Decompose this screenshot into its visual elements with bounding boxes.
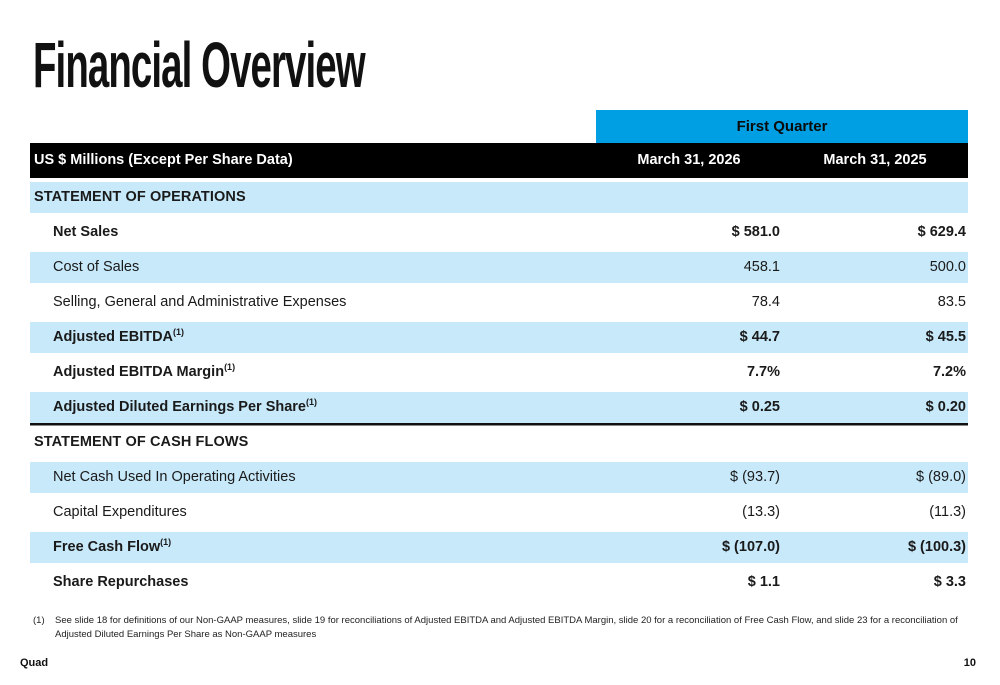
column-header-2025: March 31, 2025 <box>823 152 927 168</box>
row-value: $ 581.0 <box>731 224 780 240</box>
section-heading: STATEMENT OF CASH FLOWS <box>30 427 968 458</box>
page-title: Financial Overview <box>33 29 366 101</box>
row-value: (13.3) <box>742 504 780 520</box>
footnote-reference: (1) <box>224 362 236 373</box>
table-row: Adjusted Diluted Earnings Per Share(1) $ … <box>30 392 968 423</box>
table-header-row: US $ Millions (Except Per Share Data) Ma… <box>30 143 968 178</box>
row-value: 458.1 <box>743 259 780 275</box>
table-row: Net Sales $ 581.0 $ 629.4 <box>30 217 968 248</box>
row-label: Capital Expenditures <box>53 504 187 520</box>
table-row: Share Repurchases $ 1.1 $ 3.3 <box>30 567 968 598</box>
row-value: $ (93.7) <box>730 469 780 485</box>
footnote-reference: (1) <box>173 327 185 338</box>
row-label: Adjusted EBITDA(1) <box>53 327 185 345</box>
row-value: 7.7% <box>746 364 780 380</box>
section-heading-label: STATEMENT OF CASH FLOWS <box>34 434 249 450</box>
footer-logo: Quad <box>20 657 49 669</box>
footnote-reference: (1) <box>306 397 317 408</box>
financial-table: First Quarter US $ Millions (Except Per … <box>30 110 968 598</box>
column-header-2026: March 31, 2026 <box>637 152 741 168</box>
row-value: $ 44.7 <box>739 329 780 345</box>
row-value: $ 3.3 <box>933 574 966 590</box>
row-label: Adjusted EBITDA Margin(1) <box>53 362 236 380</box>
row-value: $ 45.5 <box>925 329 966 345</box>
row-label: Net Cash Used In Operating Activities <box>53 469 296 485</box>
footnote-marker: (1) <box>33 615 45 626</box>
row-label: Selling, General and Administrative Expe… <box>53 294 347 310</box>
table-row: Adjusted EBITDA(1) $ 44.7 $ 45.5 <box>30 322 968 353</box>
units-label: US $ Millions (Except Per Share Data) <box>34 152 293 168</box>
row-label: Share Repurchases <box>53 574 189 590</box>
table-row: Capital Expenditures (13.3) (11.3) <box>30 497 968 528</box>
footnote-text: See slide 18 for definitions of our Non-… <box>55 615 958 641</box>
row-label: Adjusted Diluted Earnings Per Share(1) <box>53 397 317 415</box>
row-value: $ 1.1 <box>747 574 780 590</box>
table-body: STATEMENT OF OPERATIONS Net Sales $ 581.0 $… <box>30 182 968 598</box>
row-value: 7.2% <box>932 364 966 380</box>
table-row: Adjusted EBITDA Margin(1) 7.7% 7.2% <box>30 357 968 388</box>
table-row: Selling, General and Administrative Expe… <box>30 287 968 318</box>
row-value: 500.0 <box>929 259 966 275</box>
page-number: 10 <box>963 657 976 669</box>
row-label: Net Sales <box>53 224 119 240</box>
table-row: Cost of Sales 458.1 500.0 <box>30 252 968 283</box>
row-value: 83.5 <box>937 294 966 310</box>
row-label: Free Cash Flow(1) <box>53 537 172 555</box>
row-value: (11.3) <box>929 504 966 520</box>
row-value: $ 0.20 <box>925 399 966 415</box>
section-heading-label: STATEMENT OF OPERATIONS <box>34 189 246 205</box>
row-value: 78.4 <box>751 294 780 310</box>
row-value: $ (107.0) <box>721 539 780 555</box>
row-value: $ 0.25 <box>739 399 780 415</box>
table-row: Net Cash Used In Operating Activities $ (… <box>30 462 968 493</box>
footnote-reference: (1) <box>160 537 172 548</box>
row-value: $ (89.0) <box>916 469 966 485</box>
section-heading: STATEMENT OF OPERATIONS <box>30 182 968 213</box>
table-row: Free Cash Flow(1) $ (107.0) $ (100.3) <box>30 532 968 563</box>
footnote: (1) See slide 18 for definitions of our … <box>33 614 963 643</box>
first-quarter-header: First Quarter <box>596 110 968 143</box>
row-label: Cost of Sales <box>53 259 140 275</box>
row-value: $ (100.3) <box>907 539 966 555</box>
row-value: $ 629.4 <box>917 224 966 240</box>
